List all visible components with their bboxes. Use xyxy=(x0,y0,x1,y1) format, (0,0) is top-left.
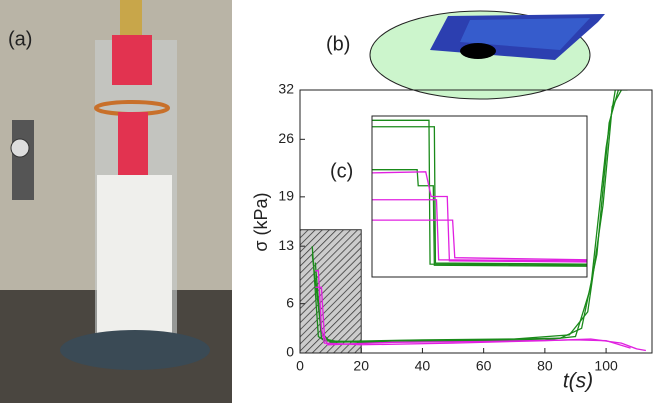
x-tick-label: 60 xyxy=(476,358,492,374)
panel-label: (c) xyxy=(330,160,353,182)
series-line xyxy=(315,286,631,349)
panel-label: (b) xyxy=(326,33,350,55)
series-line xyxy=(372,199,587,262)
photo xyxy=(0,0,232,403)
series-line xyxy=(372,171,587,263)
series-line xyxy=(372,169,587,267)
y-axis-label: σ (kPa) xyxy=(251,192,271,251)
x-tick-label: 40 xyxy=(415,358,431,374)
series-line xyxy=(311,90,616,343)
plots: 0 20 40 60 80 100 0 6 13 19 26 32 t(s) σ (kPa) xyxy=(251,81,653,393)
y-tick-label: 0 xyxy=(286,344,294,360)
plot-frame xyxy=(371,115,588,278)
series-line xyxy=(372,126,587,265)
shaded-region xyxy=(299,229,362,354)
x-tick-label: 20 xyxy=(353,358,369,374)
y-tick-label: 32 xyxy=(278,81,294,97)
panel-label: (a) xyxy=(8,28,32,50)
x-tick-label: 100 xyxy=(594,358,618,374)
inset-background xyxy=(372,116,587,277)
y-tick-label: 19 xyxy=(278,188,294,204)
series-line xyxy=(372,219,587,261)
y-tick-label: 6 xyxy=(286,294,294,310)
x-tick-label: 0 xyxy=(296,358,304,374)
y-tick-label: 13 xyxy=(278,237,294,253)
series-line xyxy=(315,270,646,352)
diagram xyxy=(369,10,605,100)
x-axis-label: t(s) xyxy=(563,370,593,393)
series-line xyxy=(314,90,622,343)
series-line xyxy=(372,119,587,266)
plot-frame xyxy=(299,89,653,354)
y-tick-label: 26 xyxy=(278,130,294,146)
x-tick-label: 80 xyxy=(537,358,553,374)
